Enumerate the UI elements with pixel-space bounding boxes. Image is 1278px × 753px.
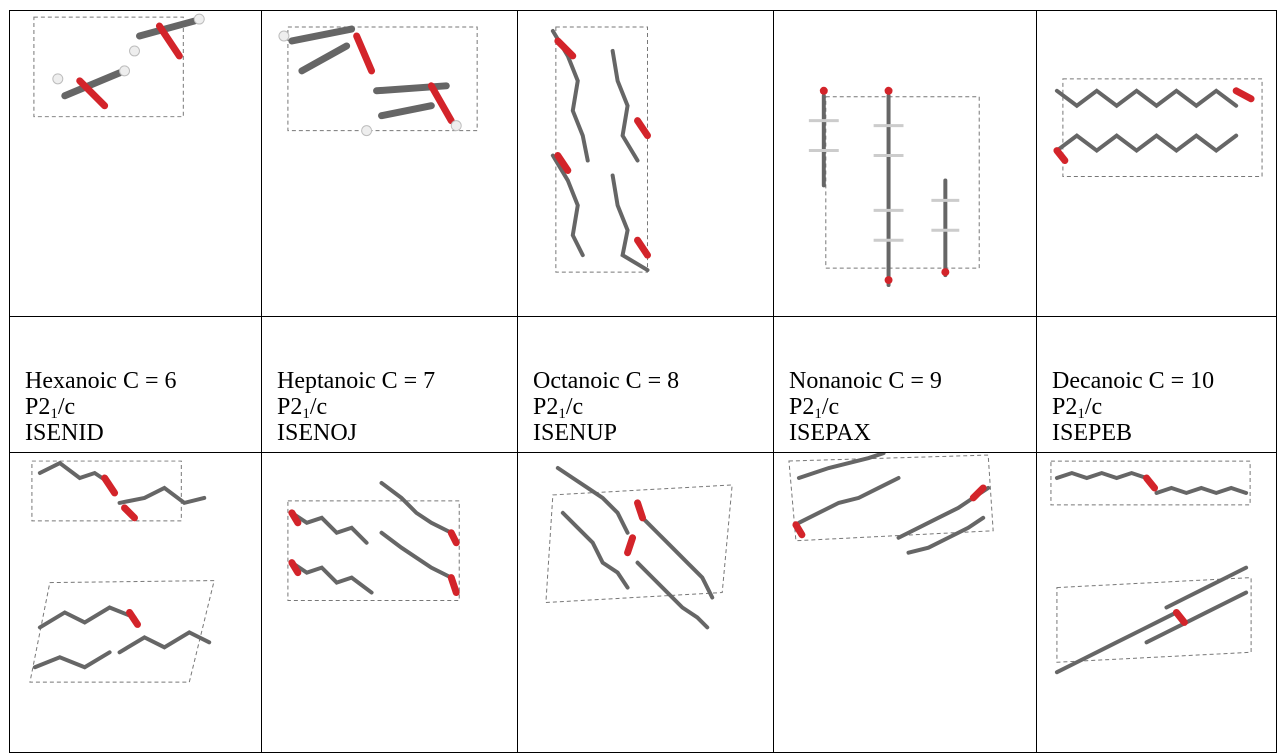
refcode: ISEPAX — [789, 420, 871, 446]
molecule-fragment — [52, 13, 205, 110]
acid-name-line: Heptanoic C = 7 — [277, 368, 436, 394]
projection-row-b — [9, 452, 1277, 753]
hexanoic-label-cell: Hexanoic C = 6 P21/c ISENID — [9, 316, 262, 453]
heptanoic-label-cell: Heptanoic C = 7 P21/c ISENOJ — [261, 316, 518, 453]
decanoic-structure-image-a — [1036, 10, 1277, 317]
acid-name-line: Hexanoic C = 6 — [25, 368, 177, 394]
refcode: ISEPEB — [1052, 420, 1133, 446]
heptanoic-structure-image-a — [261, 10, 518, 317]
decanoic-label-cell: Decanoic C = 10 P21/c ISEPEB — [1036, 316, 1277, 453]
molecule-fragment — [278, 25, 462, 137]
crystal-structure-table: Hexanoic C = 6 P21/c ISENID Heptanoic C … — [9, 10, 1277, 753]
heptanoic-structure-image-b — [261, 452, 518, 753]
space-group: P21/c — [789, 394, 840, 422]
molecule-fragment — [32, 460, 212, 670]
projection-row-a — [9, 10, 1277, 317]
molecule-fragment — [1054, 470, 1249, 675]
acid-name-line: Nonanoic C = 9 — [789, 368, 942, 394]
nonanoic-structure-image-a — [773, 10, 1037, 317]
refcode: ISENOJ — [277, 420, 358, 446]
nonanoic-structure-image-b — [773, 452, 1037, 753]
molecule-fragment — [288, 480, 460, 597]
hexanoic-structure-image-a — [9, 10, 262, 317]
octanoic-label-cell: Octanoic C = 8 P21/c ISENUP — [517, 316, 774, 453]
molecule-fragment — [1053, 87, 1255, 164]
space-group: P21/c — [1052, 394, 1103, 422]
label-row: Hexanoic C = 6 P21/c ISENID Heptanoic C … — [9, 316, 1277, 453]
octanoic-structure-image-b — [517, 452, 774, 753]
refcode: ISENID — [25, 420, 104, 446]
acid-name-line: Octanoic C = 8 — [533, 368, 680, 394]
acid-name-line: Decanoic C = 10 — [1052, 368, 1215, 394]
molecule-fragment — [555, 466, 715, 630]
space-group: P21/c — [533, 394, 584, 422]
octanoic-structure-image-a — [517, 10, 774, 317]
refcode: ISENUP — [533, 420, 618, 446]
hexanoic-structure-image-b — [9, 452, 262, 753]
nonanoic-label-cell: Nonanoic C = 9 P21/c ISEPAX — [773, 316, 1037, 453]
decanoic-structure-image-b — [1036, 452, 1277, 753]
space-group: P21/c — [277, 394, 328, 422]
molecule-fragment — [808, 86, 960, 288]
molecule-fragment — [792, 453, 991, 555]
molecule-fragment — [550, 29, 651, 273]
space-group: P21/c — [25, 394, 76, 422]
